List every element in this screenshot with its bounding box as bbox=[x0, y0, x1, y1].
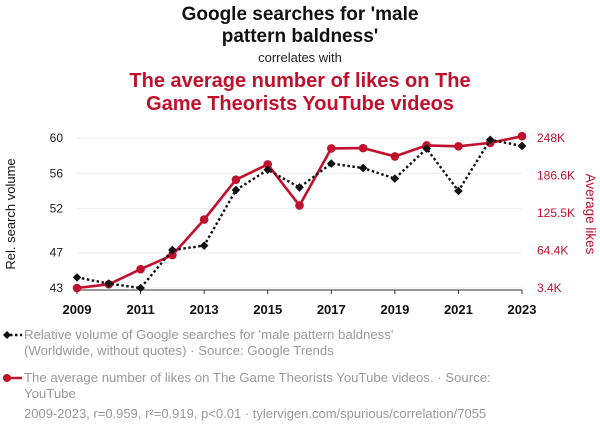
chart-subtitle-line-2: Game Theorists YouTube videos bbox=[146, 93, 454, 115]
series-likes-point bbox=[263, 160, 273, 169]
series-likes-point bbox=[199, 215, 209, 224]
series-searches-point bbox=[136, 283, 145, 293]
chart-title-line-1: Google searches for 'male bbox=[181, 4, 419, 25]
x-tick-label: 2009 bbox=[63, 302, 92, 317]
series-searches-point bbox=[263, 165, 273, 175]
x-tick-label: 2021 bbox=[444, 302, 473, 317]
legend-likes-marker bbox=[3, 374, 11, 382]
series-searches-point bbox=[517, 141, 527, 151]
right-tick-label: 186.6K bbox=[537, 169, 575, 183]
legend-item-likes: The average number of likes on The Game … bbox=[24, 370, 584, 402]
left-tick-label: 43 bbox=[50, 281, 64, 295]
right-tick-label: 64.4K bbox=[537, 244, 568, 258]
left-tick-label: 52 bbox=[50, 202, 64, 216]
x-tick-label: 2019 bbox=[380, 302, 409, 317]
series-searches-point bbox=[358, 163, 368, 173]
series-searches-point bbox=[231, 185, 241, 195]
series-searches-point bbox=[295, 183, 304, 192]
x-tick-label: 2017 bbox=[317, 302, 346, 317]
series-searches-point bbox=[326, 159, 336, 168]
series-likes-point bbox=[231, 175, 241, 185]
series-searches-point bbox=[168, 245, 177, 255]
correlates-label: correlates with bbox=[258, 50, 342, 65]
x-tick-label: 2013 bbox=[190, 302, 219, 317]
left-axis-label: Rel. search volume bbox=[3, 158, 18, 269]
legend-item-searches: Relative volume of Google searches for '… bbox=[24, 327, 584, 359]
series-searches-point bbox=[390, 174, 400, 183]
series-likes-point bbox=[358, 143, 368, 153]
series-likes-line bbox=[76, 134, 523, 290]
series-searches-point bbox=[454, 186, 463, 196]
left-tick-label: 56 bbox=[50, 166, 64, 180]
right-tick-label: 125.5K bbox=[537, 206, 575, 220]
series-searches-point bbox=[72, 273, 82, 282]
left-tick-label: 60 bbox=[50, 131, 64, 145]
series-searches-point bbox=[485, 135, 495, 145]
series-likes-point bbox=[390, 152, 400, 161]
series-likes-point bbox=[295, 201, 304, 210]
legend-item-likes-line-1: The average number of likes on The Game … bbox=[24, 370, 491, 385]
right-tick-label: 248K bbox=[537, 131, 565, 145]
series-likes-point bbox=[136, 264, 145, 274]
right-tick-label: 3.4K bbox=[537, 281, 562, 295]
x-tick-label: 2011 bbox=[126, 302, 154, 317]
chart-title: Google searches for 'male pattern baldne… bbox=[0, 4, 600, 48]
footer-stats: 2009-2023, r=0.959, r²=0.919, p<0.01 · t… bbox=[24, 406, 487, 421]
series-likes-point bbox=[326, 144, 336, 153]
right-axis-label: Average likes bbox=[583, 174, 598, 255]
series-searches-point bbox=[422, 144, 431, 153]
legend-searches-marker bbox=[3, 331, 11, 339]
series-likes-point bbox=[454, 141, 463, 151]
chart-subtitle: The average number of likes on The Game … bbox=[0, 70, 600, 116]
left-tick-label: 47 bbox=[50, 246, 64, 260]
x-tick-label: 2015 bbox=[253, 302, 282, 317]
x-tick-label: 2023 bbox=[508, 302, 537, 317]
series-likes-point bbox=[72, 283, 82, 293]
legend-item-likes-line-2: YouTube bbox=[24, 386, 76, 401]
legend-item-searches-line-1: Relative volume of Google searches for '… bbox=[24, 327, 394, 342]
chart-title-line-2: pattern baldness' bbox=[221, 26, 379, 47]
series-likes-point bbox=[517, 131, 527, 141]
series-searches-line bbox=[76, 138, 523, 290]
series-searches-point bbox=[104, 279, 114, 288]
legend-item-searches-line-2: (Worldwide, without quotes) · Source: Go… bbox=[24, 343, 334, 358]
series-searches-point bbox=[199, 241, 209, 250]
chart-subtitle-line-1: The average number of likes on The bbox=[129, 70, 471, 92]
